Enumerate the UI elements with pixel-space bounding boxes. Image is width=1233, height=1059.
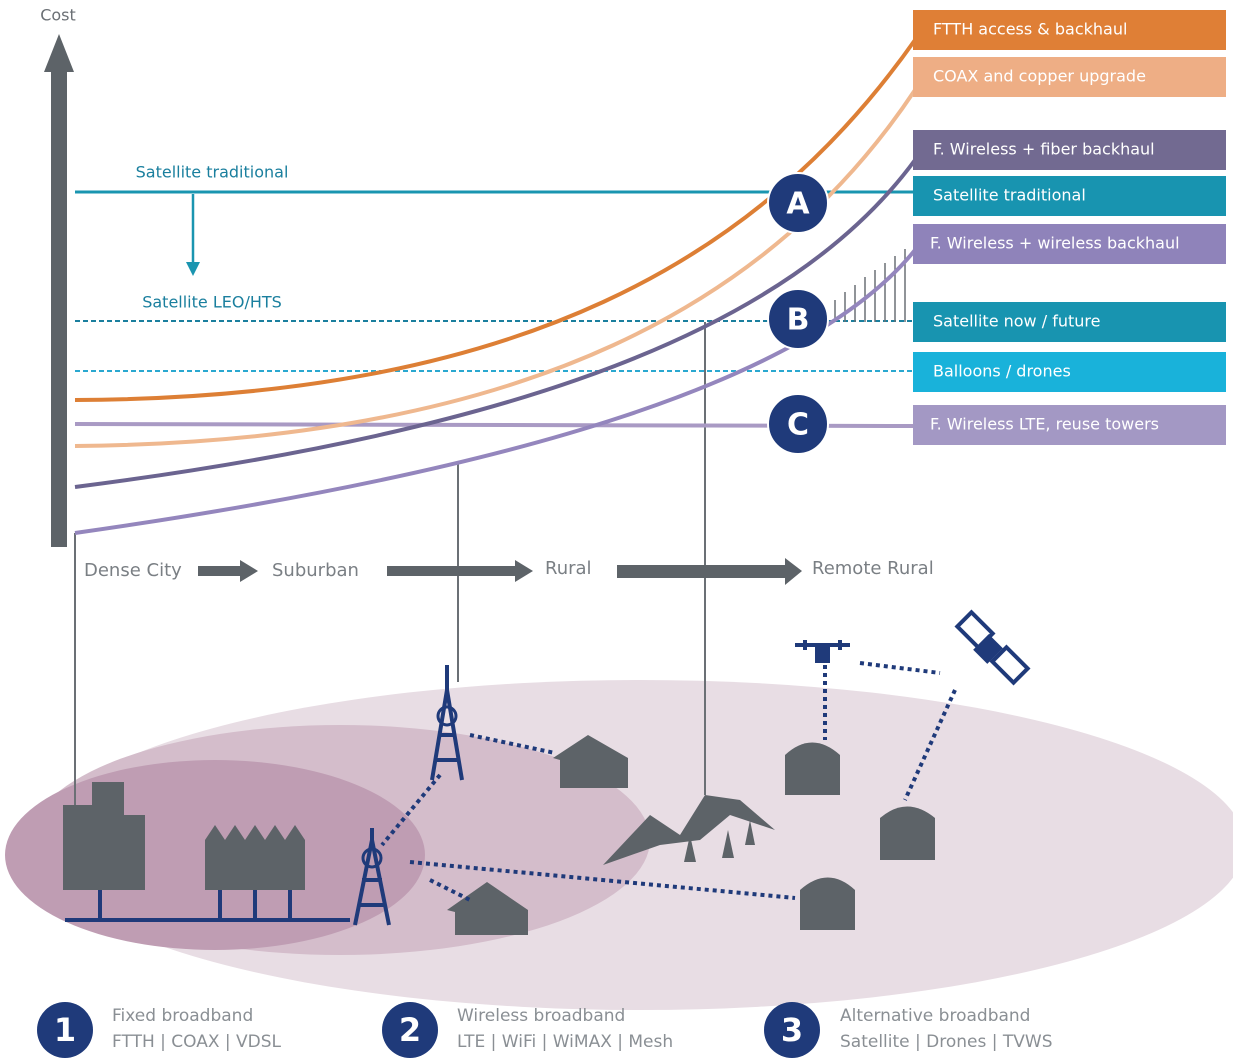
down-arrow-head: [186, 262, 200, 276]
legend-box-label: Satellite now / future: [933, 312, 1100, 331]
coax-curve: [75, 90, 915, 446]
zone-arrow: [387, 566, 517, 576]
marker-label: A: [786, 187, 810, 222]
legend-box-label: Balloons / drones: [933, 362, 1071, 381]
axis-arrow: [51, 70, 67, 547]
category-subtitle: FTTH | COAX | VDSL: [112, 1032, 282, 1052]
zone-arrow-head: [785, 558, 802, 585]
axis-arrow-head: [44, 34, 74, 72]
zone-arrow-head: [515, 560, 533, 582]
category-title: Wireless broadband: [457, 1006, 625, 1026]
line-label: Satellite traditional: [136, 163, 289, 182]
category-title: Alternative broadband: [840, 1006, 1030, 1026]
zone-label: Rural: [545, 558, 592, 579]
category-number: 3: [781, 1011, 803, 1049]
category-number: 1: [54, 1011, 76, 1049]
category-title: Fixed broadband: [112, 1006, 253, 1026]
category-subtitle: LTE | WiFi | WiMAX | Mesh: [457, 1032, 673, 1052]
legend-box-label: COAX and copper upgrade: [933, 67, 1146, 86]
zone-label: Suburban: [272, 560, 359, 581]
legend-box-label: F. Wireless + wireless backhaul: [930, 234, 1180, 253]
legend-box-label: Satellite traditional: [933, 186, 1086, 205]
axis-label: Cost: [40, 6, 76, 25]
marker-label: B: [787, 303, 810, 338]
zone-arrow-head: [240, 560, 258, 582]
marker-label: C: [787, 408, 809, 443]
legend-box-label: FTTH access & backhaul: [933, 20, 1127, 39]
legend-box-label: F. Wireless + fiber backhaul: [933, 140, 1155, 159]
line-label: Satellite LEO/HTS: [142, 293, 282, 312]
zone-label: Remote Rural: [812, 558, 934, 579]
category-subtitle: Satellite | Drones | TVWS: [840, 1032, 1053, 1052]
zone-arrow: [617, 565, 787, 578]
category-number: 2: [399, 1011, 421, 1049]
legend-box-label: F. Wireless LTE, reuse towers: [930, 415, 1159, 434]
diagram: Cost Satellite traditional Satellite LEO…: [0, 0, 1233, 1059]
zone-arrow: [198, 566, 243, 576]
zone-label: Dense City: [84, 560, 182, 581]
